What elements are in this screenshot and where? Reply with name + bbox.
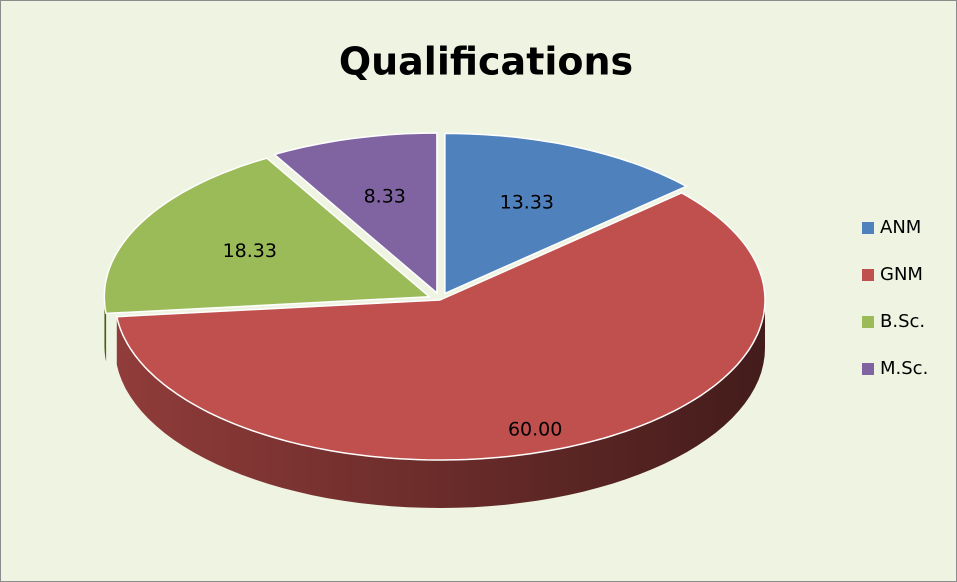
- legend-label: B.Sc.: [880, 311, 925, 332]
- slice: [115, 192, 766, 461]
- slice-side: [116, 300, 766, 508]
- legend-label: M.Sc.: [880, 358, 928, 379]
- data-label: 8.33: [364, 186, 406, 208]
- legend-swatch: [862, 222, 874, 234]
- data-label: 13.33: [500, 191, 554, 213]
- legend-swatch: [862, 316, 874, 328]
- slice: [103, 157, 432, 315]
- chart-title: Qualifications: [339, 40, 633, 84]
- data-label: 18.33: [223, 240, 277, 262]
- legend-swatch: [862, 363, 874, 375]
- data-label: 60.00: [508, 419, 562, 441]
- legend-swatch: [862, 269, 874, 281]
- slice: [444, 132, 689, 295]
- legend-label: ANM: [880, 217, 921, 238]
- slice: [272, 132, 438, 295]
- legend-label: GNM: [880, 264, 923, 285]
